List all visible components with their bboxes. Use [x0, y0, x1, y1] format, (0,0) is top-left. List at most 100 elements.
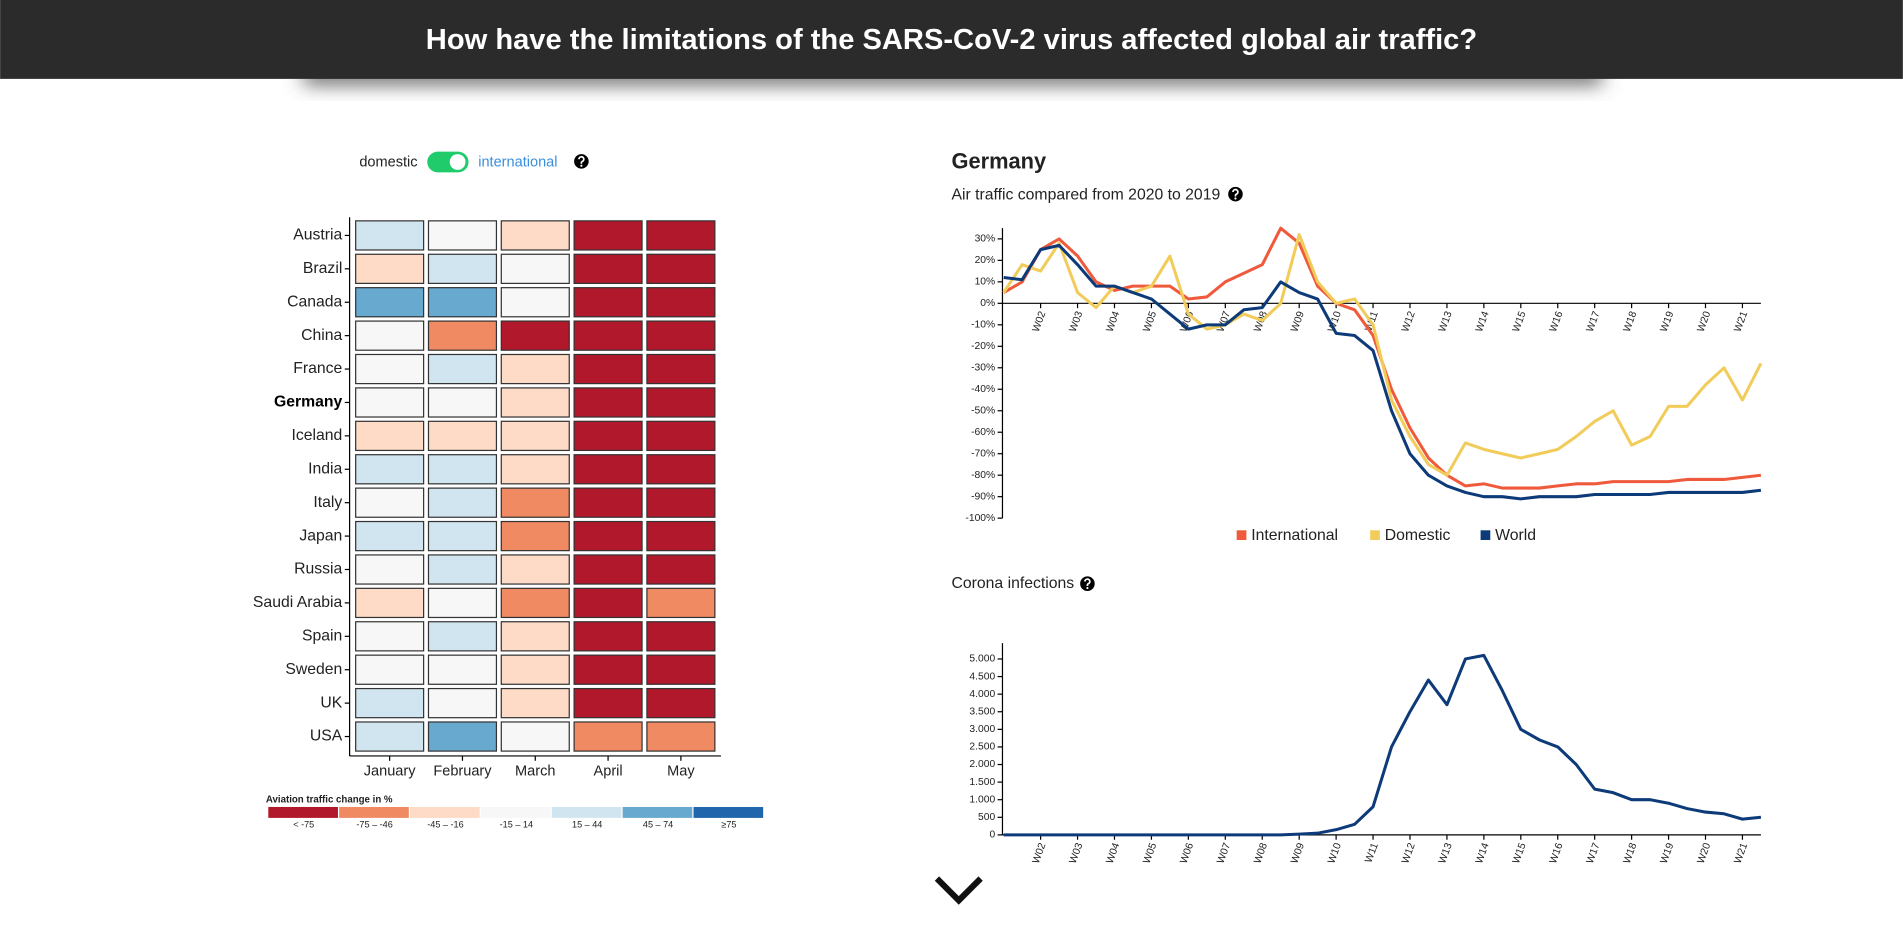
- heatmap-cell[interactable]: [355, 587, 425, 619]
- toggle-knob[interactable]: [449, 154, 466, 170]
- row-label[interactable]: Germany: [274, 394, 343, 411]
- row-label[interactable]: Japan: [299, 527, 342, 544]
- legend-label[interactable]: Domestic: [1385, 527, 1451, 544]
- heatmap-cell[interactable]: [500, 487, 570, 518]
- row-label[interactable]: UK: [320, 694, 342, 711]
- heatmap-cell[interactable]: [427, 554, 498, 585]
- heatmap-cell[interactable]: [355, 320, 425, 351]
- heatmap-cell[interactable]: [573, 353, 643, 385]
- heatmap-cell[interactable]: [427, 420, 498, 452]
- heatmap-cell[interactable]: [500, 721, 570, 752]
- heatmap-cell[interactable]: [427, 687, 498, 719]
- heatmap-cell[interactable]: [427, 520, 498, 552]
- heatmap-cell[interactable]: [646, 554, 716, 585]
- scroll-down-chevron[interactable]: [934, 876, 983, 905]
- toggle-switch[interactable]: [427, 151, 469, 173]
- heatmap-cell[interactable]: [500, 320, 570, 351]
- row-label[interactable]: Austria: [293, 227, 342, 244]
- heatmap-cell[interactable]: [573, 587, 643, 619]
- heatmap-cell[interactable]: [573, 687, 643, 719]
- heatmap-cell[interactable]: [355, 287, 425, 318]
- heatmap-cell[interactable]: [355, 621, 425, 652]
- heatmap-cell[interactable]: [355, 554, 425, 585]
- row-label[interactable]: France: [293, 360, 342, 377]
- heatmap-cell[interactable]: [355, 253, 425, 284]
- heatmap-cell[interactable]: [500, 420, 570, 452]
- heatmap-cell[interactable]: [500, 253, 570, 284]
- heatmap-cell[interactable]: [573, 287, 643, 318]
- heatmap-cell[interactable]: [500, 287, 570, 318]
- heatmap-cell[interactable]: [427, 220, 498, 251]
- heatmap-cell[interactable]: [355, 520, 425, 552]
- heatmap-cell[interactable]: [646, 621, 716, 652]
- heatmap-cell[interactable]: [500, 621, 570, 652]
- heatmap-cell[interactable]: [573, 387, 643, 418]
- heatmap-cell[interactable]: [427, 621, 498, 652]
- heatmap-cell[interactable]: [427, 253, 498, 284]
- row-label[interactable]: Brazil: [303, 260, 342, 277]
- legend-label[interactable]: World: [1495, 527, 1536, 544]
- heatmap-cell[interactable]: [573, 520, 643, 552]
- heatmap-cell[interactable]: [573, 320, 643, 351]
- heatmap-cell[interactable]: [646, 420, 716, 452]
- row-label[interactable]: Iceland: [291, 427, 342, 444]
- heatmap-cell[interactable]: [500, 587, 570, 619]
- heatmap-cell[interactable]: [427, 654, 498, 685]
- row-label[interactable]: USA: [310, 728, 343, 745]
- heatmap-cell[interactable]: [573, 220, 643, 251]
- heatmap-cell[interactable]: [646, 654, 716, 685]
- help-icon[interactable]: [1080, 576, 1095, 591]
- heatmap-cell[interactable]: [573, 554, 643, 585]
- heatmap-cell[interactable]: [427, 721, 498, 752]
- row-label[interactable]: Saudi Arabia: [253, 594, 343, 611]
- heatmap-cell[interactable]: [646, 587, 716, 619]
- heatmap-cell[interactable]: [500, 687, 570, 719]
- heatmap-cell[interactable]: [573, 487, 643, 518]
- heatmap-cell[interactable]: [646, 454, 716, 485]
- legend-label[interactable]: International: [1251, 527, 1338, 544]
- heatmap-cell[interactable]: [355, 220, 425, 251]
- row-label[interactable]: Spain: [302, 627, 342, 644]
- heatmap-cell[interactable]: [646, 387, 716, 418]
- heatmap-cell[interactable]: [573, 253, 643, 284]
- heatmap-cell[interactable]: [427, 454, 498, 485]
- heatmap-cell[interactable]: [355, 687, 425, 719]
- row-label[interactable]: Italy: [313, 494, 342, 511]
- help-icon[interactable]: [1228, 186, 1243, 202]
- heatmap-cell[interactable]: [646, 353, 716, 385]
- heatmap-cell[interactable]: [355, 487, 425, 518]
- heatmap-cell[interactable]: [500, 454, 570, 485]
- heatmap-cell[interactable]: [355, 654, 425, 685]
- heatmap-cell[interactable]: [646, 721, 716, 752]
- heatmap-cell[interactable]: [646, 687, 716, 719]
- heatmap-cell[interactable]: [646, 287, 716, 318]
- heatmap-cell[interactable]: [646, 320, 716, 351]
- heatmap-cell[interactable]: [646, 487, 716, 518]
- heatmap-cell[interactable]: [573, 721, 643, 752]
- heatmap-cell[interactable]: [427, 487, 498, 518]
- heatmap-cell[interactable]: [427, 387, 498, 418]
- heatmap-cell[interactable]: [427, 320, 498, 351]
- heatmap-cell[interactable]: [500, 554, 570, 585]
- heatmap-cell[interactable]: [500, 220, 570, 251]
- row-label[interactable]: India: [308, 460, 342, 477]
- row-label[interactable]: Canada: [287, 293, 342, 310]
- heatmap-cell[interactable]: [355, 420, 425, 452]
- heatmap-cell[interactable]: [500, 520, 570, 552]
- help-icon[interactable]: [574, 154, 589, 169]
- heatmap-cell[interactable]: [427, 587, 498, 619]
- heatmap-cell[interactable]: [427, 287, 498, 318]
- heatmap-cell[interactable]: [646, 520, 716, 552]
- heatmap-cell[interactable]: [355, 387, 425, 418]
- heatmap-cell[interactable]: [355, 721, 425, 752]
- heatmap-cell[interactable]: [573, 420, 643, 452]
- row-label[interactable]: China: [301, 327, 342, 344]
- heatmap-cell[interactable]: [573, 654, 643, 685]
- heatmap-cell[interactable]: [573, 621, 643, 652]
- heatmap-cell[interactable]: [573, 454, 643, 485]
- heatmap-cell[interactable]: [646, 253, 716, 284]
- row-label[interactable]: Russia: [294, 561, 342, 578]
- heatmap-cell[interactable]: [500, 353, 570, 385]
- heatmap-cell[interactable]: [427, 353, 498, 385]
- heatmap-cell[interactable]: [355, 353, 425, 385]
